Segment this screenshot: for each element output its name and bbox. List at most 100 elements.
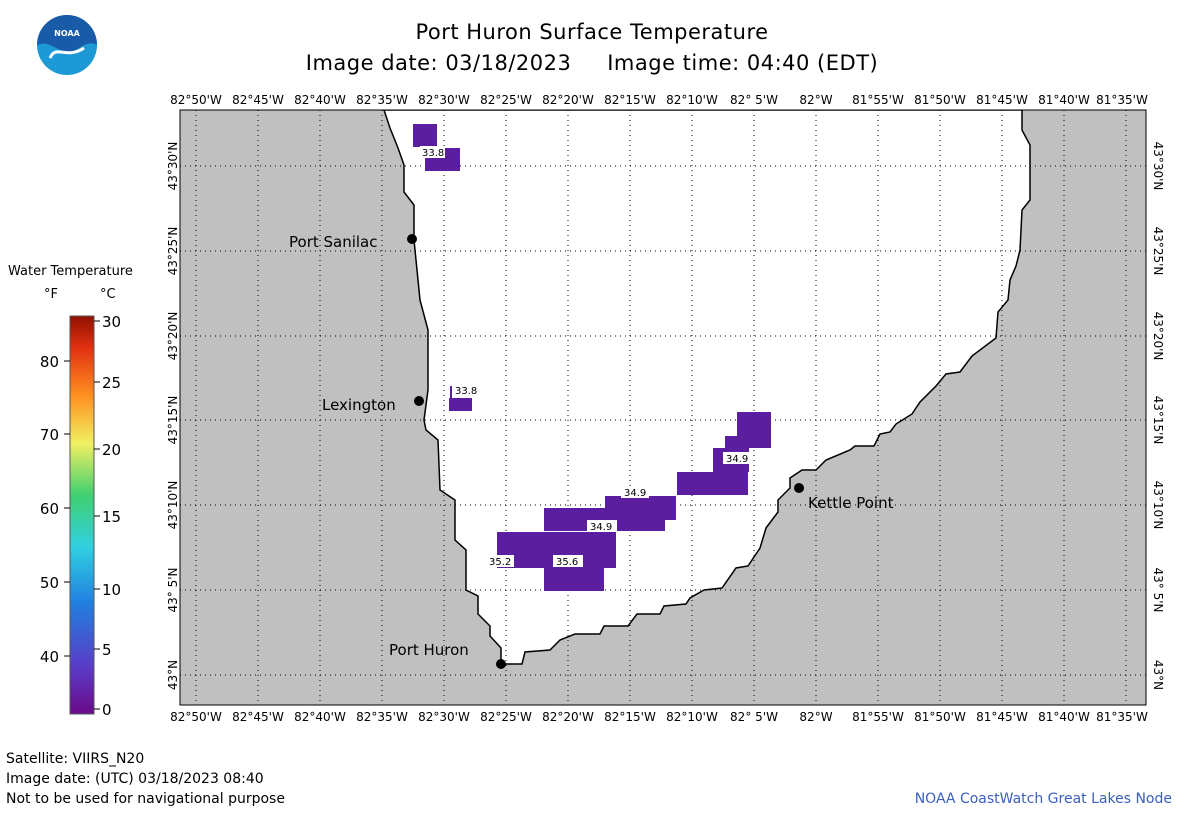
lon-label: 82°25'W [480,710,532,724]
lon-label: 82° 5'W [730,710,778,724]
lon-label: 82°40'W [294,710,346,724]
graticule [180,110,1146,705]
lon-label: 82°50'W [170,710,222,724]
color-legend: 40 50 60 70 80 0 5 10 15 20 25 30 [40,313,121,719]
map-area: 33.8 33.8 34.9 34.9 34.9 35.2 35.6 Port … [179,109,1147,706]
value-label: 35.2 [489,557,511,568]
legend-c-tick: 0 [102,701,112,719]
lat-label: 43°25'N [166,227,180,276]
temperature-pixels [413,124,771,591]
place-dot [414,396,424,406]
value-label: 34.9 [726,454,748,465]
disclaimer: Not to be used for navigational purpose [6,791,285,807]
lon-label: 82°35'W [356,93,408,107]
lat-label: 43° 5'N [166,568,180,613]
lon-labels-top: 82°50'W 82°45'W 82°40'W 82°35'W 82°30'W … [170,93,1148,107]
lat-label: 43°30'N [1151,142,1165,191]
lon-label: 82°15'W [604,710,656,724]
place-dot [407,234,417,244]
temp-pixel [544,568,604,591]
place-label-port-sanilac: Port Sanilac [289,233,378,251]
legend-title: Water Temperature [8,264,133,279]
lon-label: 82°40'W [294,93,346,107]
place-label-lexington: Lexington [322,396,396,414]
color-bar [69,315,95,715]
lon-label: 81°50'W [914,93,966,107]
lat-labels-right: 43°N 43° 5'N 43°10'N 43°15'N 43°20'N 43°… [1151,142,1165,691]
temp-pixel [449,398,472,411]
lat-label: 43°20'N [1151,312,1165,361]
legend-c-tick: 5 [102,641,112,659]
lat-label: 43°N [1151,660,1165,690]
place-label-kettle-point: Kettle Point [808,494,894,512]
legend-f-tick: 80 [40,353,59,371]
lon-labels-bottom: 82°50'W 82°45'W 82°40'W 82°35'W 82°30'W … [170,710,1148,724]
legend-f-tick: 70 [40,426,59,444]
lon-label: 82°15'W [604,93,656,107]
legend-c-tick: 25 [102,374,121,392]
lon-label: 81°55'W [852,93,904,107]
value-labels: 33.8 33.8 34.9 34.9 34.9 35.2 35.6 [420,146,749,568]
logo-text: NOAA [54,29,80,38]
lon-label: 81°40'W [1038,710,1090,724]
lat-label: 43°10'N [166,481,180,530]
lat-label: 43° 5'N [1151,568,1165,613]
temp-pixel [725,436,749,448]
place-markers: Port Sanilac Lexington Kettle Point Port… [289,233,894,669]
lon-label: 82°10'W [666,93,718,107]
lon-label: 81°40'W [1038,93,1090,107]
legend-f-tick: 40 [40,648,59,666]
lon-label: 82° 5'W [730,93,778,107]
lon-label: 82°W [799,710,832,724]
legend-unit-c: °C [100,287,116,302]
lon-label: 81°35'W [1096,710,1148,724]
value-label: 35.6 [556,557,578,568]
lon-label: 82°20'W [542,710,594,724]
lon-label: 82°35'W [356,710,408,724]
satellite-info: Satellite: VIIRS_N20 [6,751,145,767]
lon-label: 81°50'W [914,710,966,724]
lon-label: 81°55'W [852,710,904,724]
page-title: Port Huron Surface Temperature [415,20,769,44]
temp-pixel [677,472,748,495]
lat-label: 43°15'N [1151,396,1165,445]
credit-link[interactable]: NOAA CoastWatch Great Lakes Node [914,791,1172,807]
lon-label: 82°25'W [480,93,532,107]
lat-label: 43°30'N [166,142,180,191]
lon-label: 82°W [799,93,832,107]
legend-c-tick: 10 [102,581,121,599]
place-dot [496,659,506,669]
temp-pixel [413,124,437,147]
legend-c-tick: 20 [102,441,121,459]
lat-label: 43°15'N [166,396,180,445]
lon-label: 81°45'W [976,710,1028,724]
lon-label: 81°45'W [976,93,1028,107]
lon-label: 82°30'W [418,710,470,724]
value-label: 34.9 [590,522,612,533]
lon-label: 82°10'W [666,710,718,724]
lon-label: 82°45'W [232,710,284,724]
lon-label: 82°20'W [542,93,594,107]
noaa-logo: NOAA [37,15,97,75]
image-date-utc: Image date: (UTC) 03/18/2023 08:40 [6,771,264,787]
image-datetime-subtitle: Image date: 03/18/2023 Image time: 04:40… [305,51,879,75]
value-label: 33.8 [455,386,477,397]
place-label-port-huron: Port Huron [389,641,469,659]
lat-label: 43°20'N [166,312,180,361]
lat-label: 43°25'N [1151,227,1165,276]
place-dot [794,483,804,493]
legend-f-tick: 50 [40,574,59,592]
lon-label: 82°30'W [418,93,470,107]
lon-label: 81°35'W [1096,93,1148,107]
legend-f-tick: 60 [40,500,59,518]
legend-unit-f: °F [44,287,58,302]
lat-labels-left: 43°N 43° 5'N 43°10'N 43°15'N 43°20'N 43°… [166,142,180,691]
legend-c-tick: 15 [102,508,121,526]
lat-label: 43°N [166,660,180,690]
value-label: 33.8 [422,148,444,159]
legend-c-tick: 30 [102,313,121,331]
value-label: 34.9 [624,488,646,499]
lon-label: 82°50'W [170,93,222,107]
map-border [179,109,1147,706]
